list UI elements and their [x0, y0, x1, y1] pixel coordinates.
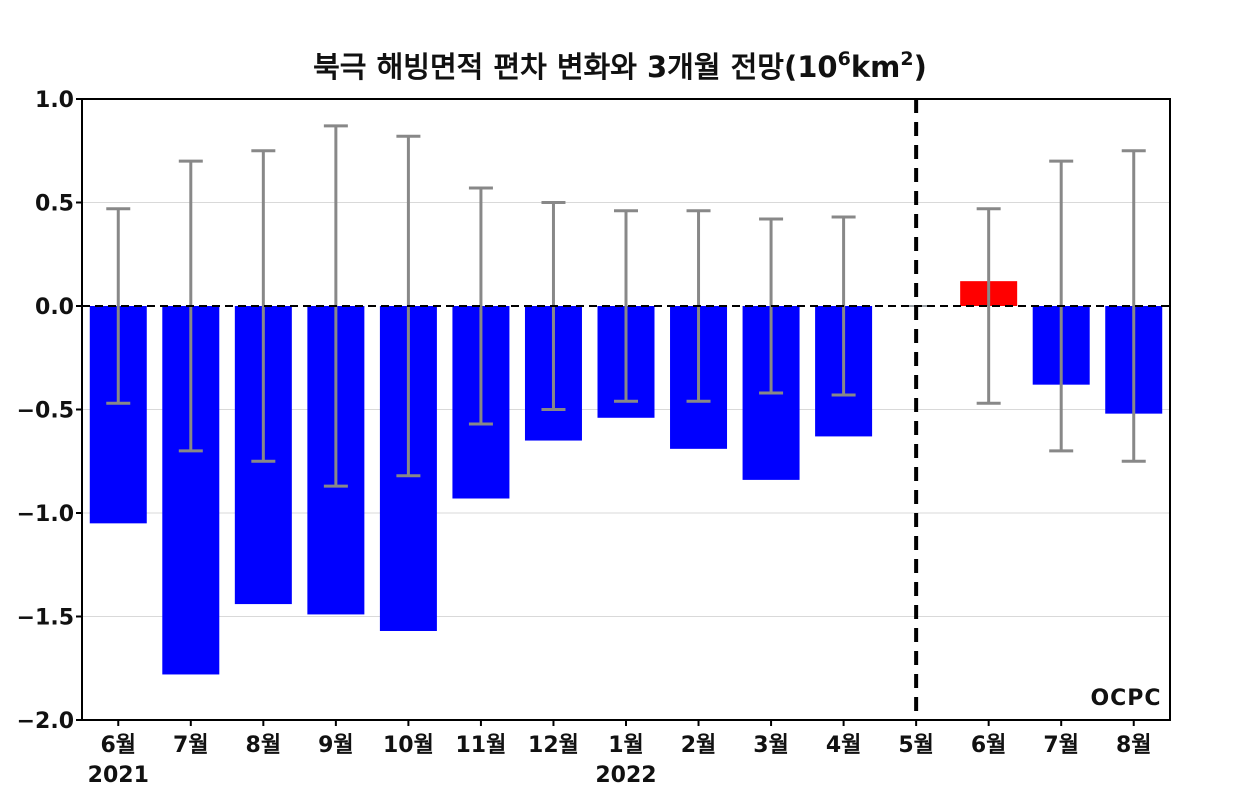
title-close-paren: )	[914, 50, 927, 84]
overlay-layer	[82, 99, 1170, 720]
x-tick-label: 7월	[173, 733, 209, 758]
x-tick-label: 7월	[1043, 733, 1079, 758]
error-bar	[106, 207, 131, 405]
x-tick-label: 6월	[100, 733, 136, 758]
error-bar	[614, 209, 638, 403]
x-tick-label: 1월	[608, 733, 644, 758]
x-tick-label: 5월	[898, 733, 934, 758]
error-bar	[976, 207, 1001, 405]
y-tick-label: −0.5	[17, 399, 74, 424]
title-main: 북극 해빙면적 편차 변화와 3개월 전망(10	[313, 50, 837, 84]
logo-text: OCPC	[1090, 686, 1161, 711]
error-bar	[468, 186, 493, 426]
year-label: 2022	[595, 763, 656, 788]
y-tick-label: 1.0	[35, 88, 74, 113]
x-tick-label: 6월	[971, 733, 1007, 758]
title-sup-6: 6	[838, 48, 851, 70]
x-tick-label: 2월	[681, 733, 717, 758]
axis-layer: 1.0 0.5 0.0 −0.5 −1.0 −1.5 −2.0 6월 7월 8월 9월 10월 11월 1…	[17, 88, 1171, 788]
year-label: 2021	[88, 763, 149, 788]
error-bar	[1121, 149, 1146, 463]
y-tick-label: −2.0	[17, 709, 74, 734]
x-tick-label: 11월	[456, 733, 507, 758]
error-bars-layer	[106, 124, 1146, 488]
y-tick-label: 0.0	[35, 295, 74, 320]
y-tick-label: −1.5	[17, 606, 74, 631]
x-tick-label: 4월	[826, 733, 862, 758]
chart-title: 북극 해빙면적 편차 변화와 3개월 전망(106km2)	[313, 48, 927, 84]
y-tick-label: −1.0	[17, 502, 74, 527]
title-sup-2: 2	[900, 48, 913, 70]
x-tick-label: 12월	[528, 733, 579, 758]
x-tick-label: 3월	[753, 733, 789, 758]
title-unit-km: km	[851, 50, 901, 84]
x-tick-label: 10월	[383, 733, 434, 758]
x-tick-label: 8월	[246, 733, 282, 758]
y-tick-label: 0.5	[35, 192, 74, 217]
x-tick-label: 9월	[318, 733, 354, 758]
ocpc-logo: OCPC	[1090, 686, 1161, 711]
x-tick-label: 8월	[1116, 733, 1152, 758]
error-bar	[251, 149, 276, 463]
